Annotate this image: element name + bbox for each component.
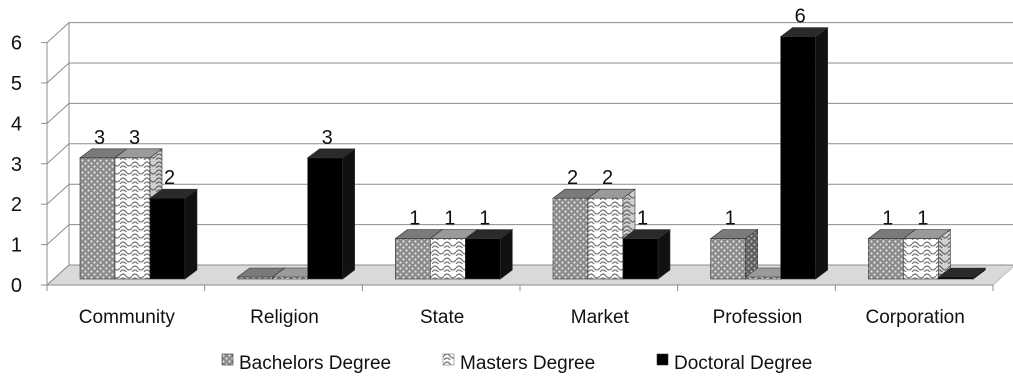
side-gridline: [46, 103, 70, 124]
bar-front: [307, 157, 343, 280]
y-tick-label: 5: [11, 73, 22, 95]
y-tick-label: 1: [11, 235, 22, 257]
category-label: Market: [571, 307, 630, 328]
bar-top: [709, 229, 759, 239]
bar: [937, 267, 987, 280]
category-label: Community: [79, 307, 176, 328]
category-axis: Community Religion State Market Profession Co…: [46, 284, 994, 328]
y-tick-label: 3: [11, 154, 22, 176]
y-tick-label: 6: [11, 33, 22, 55]
category-label: Corporation: [866, 307, 965, 328]
bar: [709, 229, 759, 280]
data-label: 1: [882, 208, 893, 230]
legend-item: Doctoral Degree: [656, 353, 812, 374]
legend-swatch: [442, 353, 455, 366]
legend-label: Doctoral Degree: [674, 353, 812, 374]
side-gridline: [46, 62, 70, 84]
side-gridline: [46, 22, 70, 43]
bar: [464, 229, 514, 280]
bar: [306, 148, 356, 280]
data-label: 2: [567, 167, 578, 189]
bar-front: [79, 157, 116, 280]
category-label: Profession: [713, 307, 803, 328]
data-label: 3: [322, 127, 333, 149]
legend-item: Masters Degree: [442, 353, 595, 374]
bar: [149, 188, 198, 280]
bar-front: [780, 36, 816, 280]
bar-top: [779, 27, 829, 37]
y-tick-label: 0: [11, 275, 22, 297]
legend-label: Masters Degree: [460, 353, 595, 374]
legend-item: Bachelors Degree: [221, 353, 391, 374]
category-label: Religion: [250, 307, 319, 328]
data-label: 3: [94, 127, 105, 149]
bar: [622, 229, 671, 280]
y-axis-ticks: 0 1 2 3 4 5 6: [11, 33, 47, 297]
bar-top: [464, 229, 514, 239]
y-tick-label: 4: [11, 113, 22, 135]
legend: Bachelors Degree Masters Degree Doctoral D…: [221, 353, 812, 374]
bar-front: [552, 197, 589, 280]
bar-front: [587, 197, 624, 280]
bar-top: [937, 267, 987, 278]
side-gridline: [46, 224, 70, 245]
side-gridline: [46, 183, 70, 205]
bar-top: [306, 148, 356, 159]
bar-top: [622, 229, 671, 239]
legend-swatch: [656, 353, 669, 366]
bar-front: [395, 238, 431, 280]
data-label: 1: [444, 208, 455, 230]
bar-front: [114, 157, 151, 280]
category-label: State: [420, 307, 464, 328]
bar-top: [587, 188, 636, 199]
data-label: 6: [795, 6, 806, 28]
data-label: 1: [917, 208, 928, 230]
bar-front: [710, 238, 746, 280]
side-gridline: [46, 264, 70, 286]
legend-label: Bachelors Degree: [239, 353, 391, 374]
bar-front: [903, 238, 939, 280]
bar-top: [902, 229, 952, 239]
bar-side: [815, 27, 828, 280]
bar-front: [868, 238, 904, 280]
bar-front: [465, 238, 501, 280]
y-tick-label: 2: [11, 194, 22, 216]
data-label: 1: [479, 208, 490, 230]
side-gridline: [46, 143, 70, 165]
bar-front: [149, 197, 186, 280]
bar-front: [622, 238, 659, 280]
data-label: 1: [637, 208, 648, 230]
data-label: 1: [409, 208, 420, 230]
bar-front: [430, 238, 466, 280]
data-label: 1: [725, 208, 736, 230]
bar-top: [149, 188, 198, 199]
data-label: 2: [164, 167, 175, 189]
bar: [779, 27, 829, 280]
legend-swatch: [221, 353, 234, 366]
data-label: 3: [129, 127, 140, 149]
bar-side: [342, 148, 355, 280]
bar-top: [114, 148, 163, 159]
bar: [902, 229, 952, 280]
bar-side: [184, 188, 198, 280]
data-label: 2: [602, 167, 613, 189]
